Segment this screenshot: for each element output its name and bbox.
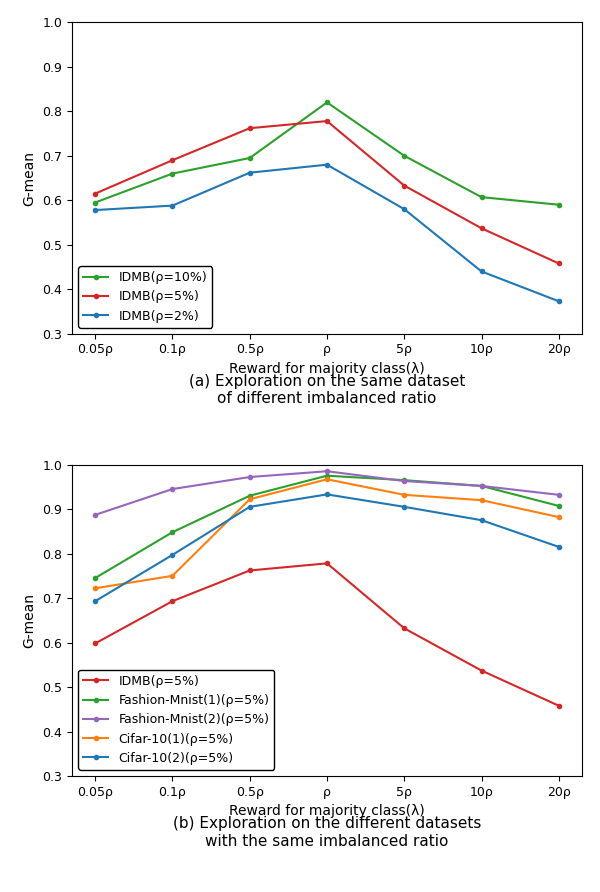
IDMB(ρ=10%) — [169, 169, 176, 179]
IDMB(ρ=10%) — [478, 192, 485, 202]
X-axis label: Reward for majority class(λ): Reward for majority class(λ) — [229, 805, 425, 818]
IDMB(ρ=5%) — [478, 223, 485, 234]
IDMB(ρ=5%) — [555, 258, 562, 268]
Cifar-10(1)(ρ=5%) — [169, 571, 176, 582]
IDMB(ρ=5%) — [323, 116, 331, 127]
Fashion-Mnist(1)(ρ=5%) — [478, 481, 485, 491]
Fashion-Mnist(1)(ρ=5%) — [323, 470, 331, 481]
Cifar-10(1)(ρ=5%) — [401, 490, 408, 500]
IDMB(ρ=5%) — [246, 123, 253, 134]
IDMB(ρ=2%) — [555, 296, 562, 307]
Y-axis label: G-mean: G-mean — [23, 151, 37, 205]
Line: Cifar-10(1)(ρ=5%): Cifar-10(1)(ρ=5%) — [91, 475, 563, 592]
Cifar-10(2)(ρ=5%) — [169, 549, 176, 560]
Fashion-Mnist(2)(ρ=5%) — [401, 475, 408, 486]
Cifar-10(2)(ρ=5%) — [401, 501, 408, 512]
Fashion-Mnist(2)(ρ=5%) — [246, 472, 253, 483]
IDMB(ρ=2%) — [323, 160, 331, 170]
IDMB(ρ=5%) — [555, 700, 562, 711]
Line: Fashion-Mnist(2)(ρ=5%): Fashion-Mnist(2)(ρ=5%) — [91, 467, 563, 519]
Cifar-10(2)(ρ=5%) — [555, 541, 562, 552]
Line: IDMB(ρ=2%): IDMB(ρ=2%) — [91, 161, 563, 305]
Line: Cifar-10(2)(ρ=5%): Cifar-10(2)(ρ=5%) — [91, 491, 563, 606]
Cifar-10(1)(ρ=5%) — [92, 582, 99, 593]
IDMB(ρ=5%) — [169, 596, 176, 607]
IDMB(ρ=5%) — [169, 155, 176, 166]
IDMB(ρ=5%) — [401, 623, 408, 633]
Cifar-10(1)(ρ=5%) — [478, 495, 485, 506]
IDMB(ρ=5%) — [323, 558, 331, 569]
IDMB(ρ=10%) — [246, 153, 253, 163]
Cifar-10(2)(ρ=5%) — [323, 489, 331, 500]
IDMB(ρ=2%) — [401, 204, 408, 215]
Y-axis label: G-mean: G-mean — [23, 593, 37, 648]
Line: IDMB(ρ=5%): IDMB(ρ=5%) — [91, 559, 563, 710]
IDMB(ρ=10%) — [401, 151, 408, 161]
Fashion-Mnist(1)(ρ=5%) — [246, 491, 253, 501]
Fashion-Mnist(1)(ρ=5%) — [92, 573, 99, 583]
IDMB(ρ=10%) — [555, 200, 562, 211]
Text: (b) Exploration on the different datasets
with the same imbalanced ratio: (b) Exploration on the different dataset… — [173, 816, 481, 848]
X-axis label: Reward for majority class(λ): Reward for majority class(λ) — [229, 362, 425, 376]
Cifar-10(2)(ρ=5%) — [478, 515, 485, 525]
IDMB(ρ=2%) — [478, 266, 485, 277]
IDMB(ρ=10%) — [92, 197, 99, 208]
Line: Fashion-Mnist(1)(ρ=5%): Fashion-Mnist(1)(ρ=5%) — [91, 472, 563, 582]
Fashion-Mnist(2)(ρ=5%) — [92, 509, 99, 520]
Fashion-Mnist(2)(ρ=5%) — [478, 481, 485, 491]
Legend: IDMB(ρ=5%), Fashion-Mnist(1)(ρ=5%), Fashion-Mnist(2)(ρ=5%), Cifar-10(1)(ρ=5%), C: IDMB(ρ=5%), Fashion-Mnist(1)(ρ=5%), Fash… — [78, 670, 274, 770]
IDMB(ρ=5%) — [401, 180, 408, 191]
Cifar-10(1)(ρ=5%) — [555, 512, 562, 523]
Fashion-Mnist(2)(ρ=5%) — [555, 490, 562, 500]
IDMB(ρ=5%) — [478, 665, 485, 676]
Line: IDMB(ρ=5%): IDMB(ρ=5%) — [91, 117, 563, 268]
Fashion-Mnist(2)(ρ=5%) — [169, 483, 176, 494]
Cifar-10(2)(ρ=5%) — [92, 596, 99, 607]
Fashion-Mnist(1)(ρ=5%) — [401, 475, 408, 485]
Fashion-Mnist(1)(ρ=5%) — [169, 527, 176, 538]
IDMB(ρ=10%) — [323, 97, 331, 108]
Legend: IDMB(ρ=10%), IDMB(ρ=5%), IDMB(ρ=2%): IDMB(ρ=10%), IDMB(ρ=5%), IDMB(ρ=2%) — [78, 266, 212, 327]
IDMB(ρ=5%) — [92, 188, 99, 199]
Fashion-Mnist(1)(ρ=5%) — [555, 500, 562, 511]
IDMB(ρ=2%) — [92, 205, 99, 216]
Line: IDMB(ρ=10%): IDMB(ρ=10%) — [91, 98, 563, 209]
IDMB(ρ=2%) — [169, 201, 176, 211]
IDMB(ρ=2%) — [246, 168, 253, 178]
Cifar-10(2)(ρ=5%) — [246, 501, 253, 512]
Text: (a) Exploration on the same dataset
of different imbalanced ratio: (a) Exploration on the same dataset of d… — [189, 374, 465, 406]
Cifar-10(1)(ρ=5%) — [323, 474, 331, 484]
Cifar-10(1)(ρ=5%) — [246, 494, 253, 505]
Fashion-Mnist(2)(ρ=5%) — [323, 466, 331, 476]
IDMB(ρ=5%) — [92, 638, 99, 648]
IDMB(ρ=5%) — [246, 566, 253, 576]
